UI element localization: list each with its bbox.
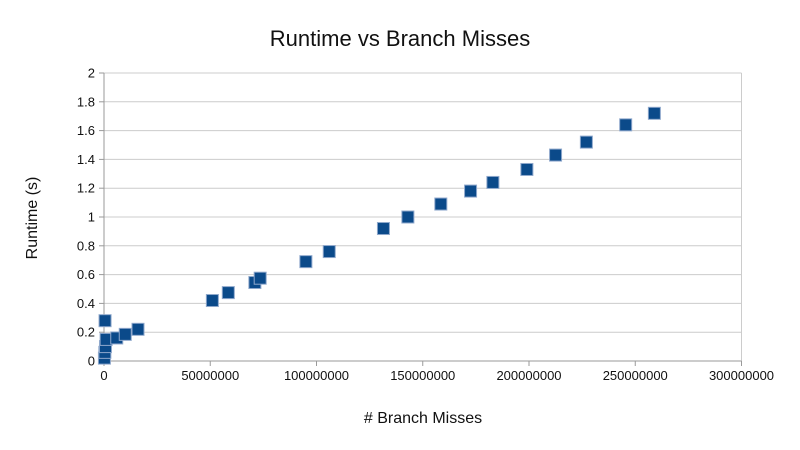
data-point-marker [520, 162, 534, 176]
y-tick-label: 1.2 [77, 181, 95, 196]
data-point-marker [619, 118, 633, 132]
data-point-marker [322, 245, 336, 259]
y-tick-label: 1.4 [77, 152, 95, 167]
data-point-marker [401, 210, 415, 224]
data-point-marker [434, 197, 448, 211]
y-tick-label: 0.6 [77, 267, 95, 282]
y-tick-label: 0.2 [77, 325, 95, 340]
data-point-marker [376, 222, 390, 236]
data-point-marker [464, 184, 478, 198]
x-tick-label: 250000000 [603, 368, 668, 383]
data-point-marker [253, 271, 267, 285]
x-tick-label: 0 [100, 368, 107, 383]
x-tick-label: 150000000 [390, 368, 455, 383]
y-tick-label: 1.6 [77, 123, 95, 138]
data-point-marker [131, 322, 145, 336]
chart-title: Runtime vs Branch Misses [269, 26, 531, 51]
x-axis-title: # Branch Misses [363, 410, 483, 427]
x-tick-label: 50000000 [181, 368, 239, 383]
x-tick-label: 300000000 [709, 368, 774, 383]
y-tick-label: 0 [88, 354, 95, 369]
data-point-marker [486, 175, 500, 189]
y-tick-label: 2 [88, 66, 95, 81]
data-point-marker [579, 135, 593, 149]
data-point-marker [118, 327, 132, 341]
data-point-marker [98, 314, 112, 328]
y-tick-label: 0.4 [77, 296, 95, 311]
x-tick-label: 200000000 [496, 368, 561, 383]
data-point-marker [549, 148, 563, 162]
y-tick-label: 1.8 [77, 94, 95, 109]
x-tick-label: 100000000 [284, 368, 349, 383]
data-point-marker [647, 106, 661, 120]
y-tick-label: 0.8 [77, 238, 95, 253]
data-point-marker [221, 286, 235, 300]
y-tick-label: 1 [88, 210, 95, 225]
data-point-marker [205, 294, 219, 308]
data-point-marker [299, 255, 313, 269]
